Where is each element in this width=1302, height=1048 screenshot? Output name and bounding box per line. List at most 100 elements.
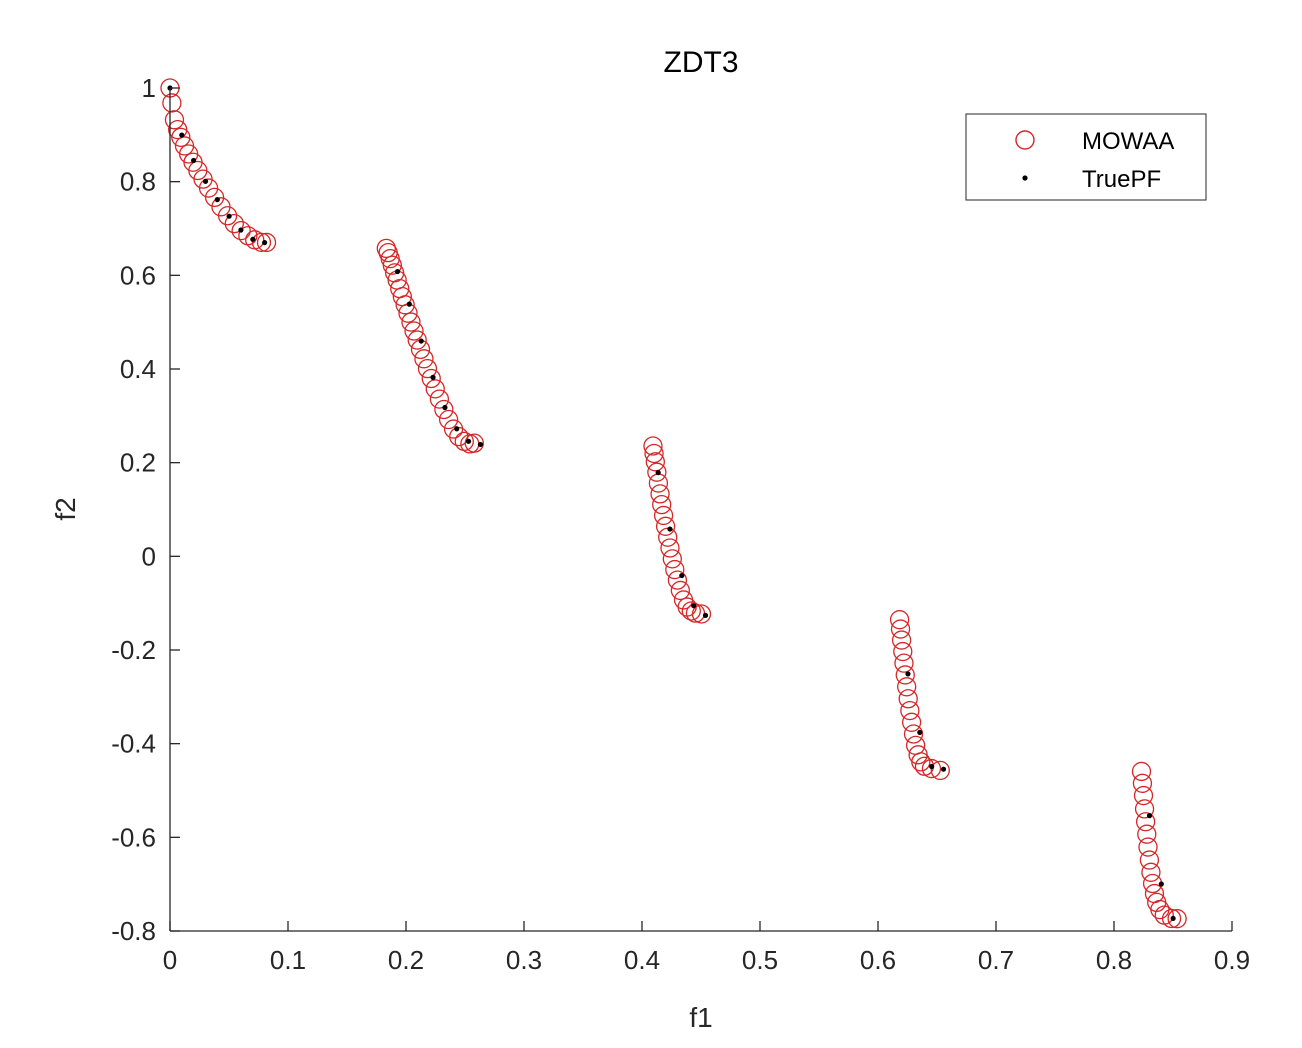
x-tick-label: 0.4: [624, 945, 660, 975]
truepf-point: [691, 603, 697, 609]
mowaa-point: [653, 505, 674, 526]
mowaa-point: [404, 321, 424, 341]
mowaa-point: [1138, 837, 1158, 857]
mowaa-point: [903, 724, 924, 744]
mowaa-point: [647, 462, 667, 482]
legend-label-truepf: TruePF: [1082, 166, 1161, 193]
y-tick-label: 0.2: [120, 448, 156, 478]
mowaa-point: [1137, 824, 1157, 844]
mowaa-point: [1134, 799, 1155, 819]
truepf-point: [702, 612, 709, 618]
mowaa-point: [376, 238, 396, 259]
mowaa-point: [224, 213, 244, 234]
x-tick-label: 0.6: [860, 945, 896, 975]
y-tick-label: 0: [142, 541, 156, 571]
axes: [169, 88, 1232, 932]
mowaa-point: [1161, 908, 1182, 929]
mowaa-point: [901, 712, 922, 732]
legend-marker-truepf: [1022, 175, 1028, 181]
mowaa-point: [464, 433, 484, 453]
truepf-point: [179, 132, 185, 138]
truepf-point: [418, 338, 424, 344]
y-tick-label: -0.2: [111, 635, 156, 665]
ticks: 0 0.1 0.2 0.3 0.4 0.5 0.6 0.7 0.8 0.9 -0.8 -0.6 -0.4…: [111, 73, 1250, 975]
mowaa-point: [889, 610, 910, 630]
mowaa-point: [898, 689, 918, 709]
truepf-point: [394, 268, 401, 275]
truepf-point: [1146, 813, 1153, 819]
y-tick-label: -0.6: [111, 822, 156, 852]
truepf-point: [1170, 915, 1176, 922]
mowaa-point: [425, 379, 445, 399]
mowaa-point: [1135, 812, 1156, 832]
mowaa-point: [911, 752, 931, 772]
truepf-point: [238, 227, 244, 233]
x-axis-label: f1: [689, 1002, 712, 1033]
x-tick-label: 0.9: [1214, 945, 1250, 975]
truepf-point: [477, 441, 484, 448]
truepf-point: [1158, 881, 1164, 887]
mowaa-point: [429, 389, 450, 409]
mowaa-point: [891, 630, 912, 650]
x-tick-label: 0: [163, 945, 177, 975]
mowaa-point: [667, 570, 688, 590]
mowaa-point: [650, 484, 670, 504]
chart-title: ZDT3: [664, 46, 739, 79]
mowaa-point: [231, 220, 251, 241]
mowaa-point: [171, 127, 191, 148]
mowaa-point: [162, 93, 182, 113]
y-tick-label: -0.4: [111, 729, 156, 759]
data-marks: [160, 78, 1187, 929]
mowaa-point: [198, 178, 219, 198]
mowaa-point: [1133, 785, 1154, 806]
legend-marker-mowaa: [1015, 130, 1035, 150]
y-tick-label: 1: [142, 73, 156, 103]
truepf-point: [214, 197, 220, 203]
mowaa-point: [1139, 850, 1160, 870]
truepf-point: [442, 404, 448, 411]
mowaa-point: [662, 549, 682, 569]
mowaa-point: [895, 665, 915, 685]
truepf-point: [667, 526, 673, 532]
mowaa-point: [401, 312, 421, 332]
mowaa-point: [652, 494, 672, 515]
truepf-point: [655, 469, 661, 476]
y-tick-label: 0.6: [120, 260, 156, 290]
truepf-point: [465, 438, 472, 444]
mowaa-point: [894, 653, 914, 673]
mowaa-point: [414, 349, 434, 369]
y-axis-label: f2: [50, 497, 81, 520]
truepf-point: [430, 374, 436, 380]
mowaa-point: [251, 232, 272, 253]
mowaa-point: [168, 119, 188, 140]
truepf-point: [940, 766, 947, 772]
mowaa-point: [395, 295, 415, 315]
y-tick-label: -0.8: [111, 916, 156, 946]
mowaa-point: [644, 443, 664, 464]
mowaa-point: [164, 110, 185, 130]
y-tick-label: 0.4: [120, 354, 156, 384]
mowaa-point: [1131, 761, 1152, 782]
truepf-point: [202, 178, 209, 184]
truepf-point: [454, 426, 460, 432]
mowaa-point: [1141, 862, 1161, 882]
truepf-point: [191, 157, 197, 164]
truepf-point: [262, 239, 268, 246]
mowaa-point: [417, 358, 438, 379]
mowaa-point: [382, 255, 402, 275]
truepf-point: [226, 213, 232, 219]
x-tick-label: 0.2: [388, 945, 424, 975]
mowaa-point: [407, 330, 427, 350]
legend-label-mowaa: MOWAA: [1082, 128, 1174, 155]
mowaa-point: [665, 559, 685, 580]
truepf-point: [406, 301, 412, 307]
mowaa-point: [670, 580, 690, 601]
mowaa-point: [930, 760, 950, 781]
y-tick-label: 0.8: [120, 167, 156, 197]
mowaa-point: [921, 758, 942, 779]
mowaa-point: [681, 601, 701, 621]
legend: MOWAA TruePF: [965, 113, 1207, 201]
mowaa-point: [660, 538, 680, 558]
mowaa-point: [204, 187, 225, 208]
